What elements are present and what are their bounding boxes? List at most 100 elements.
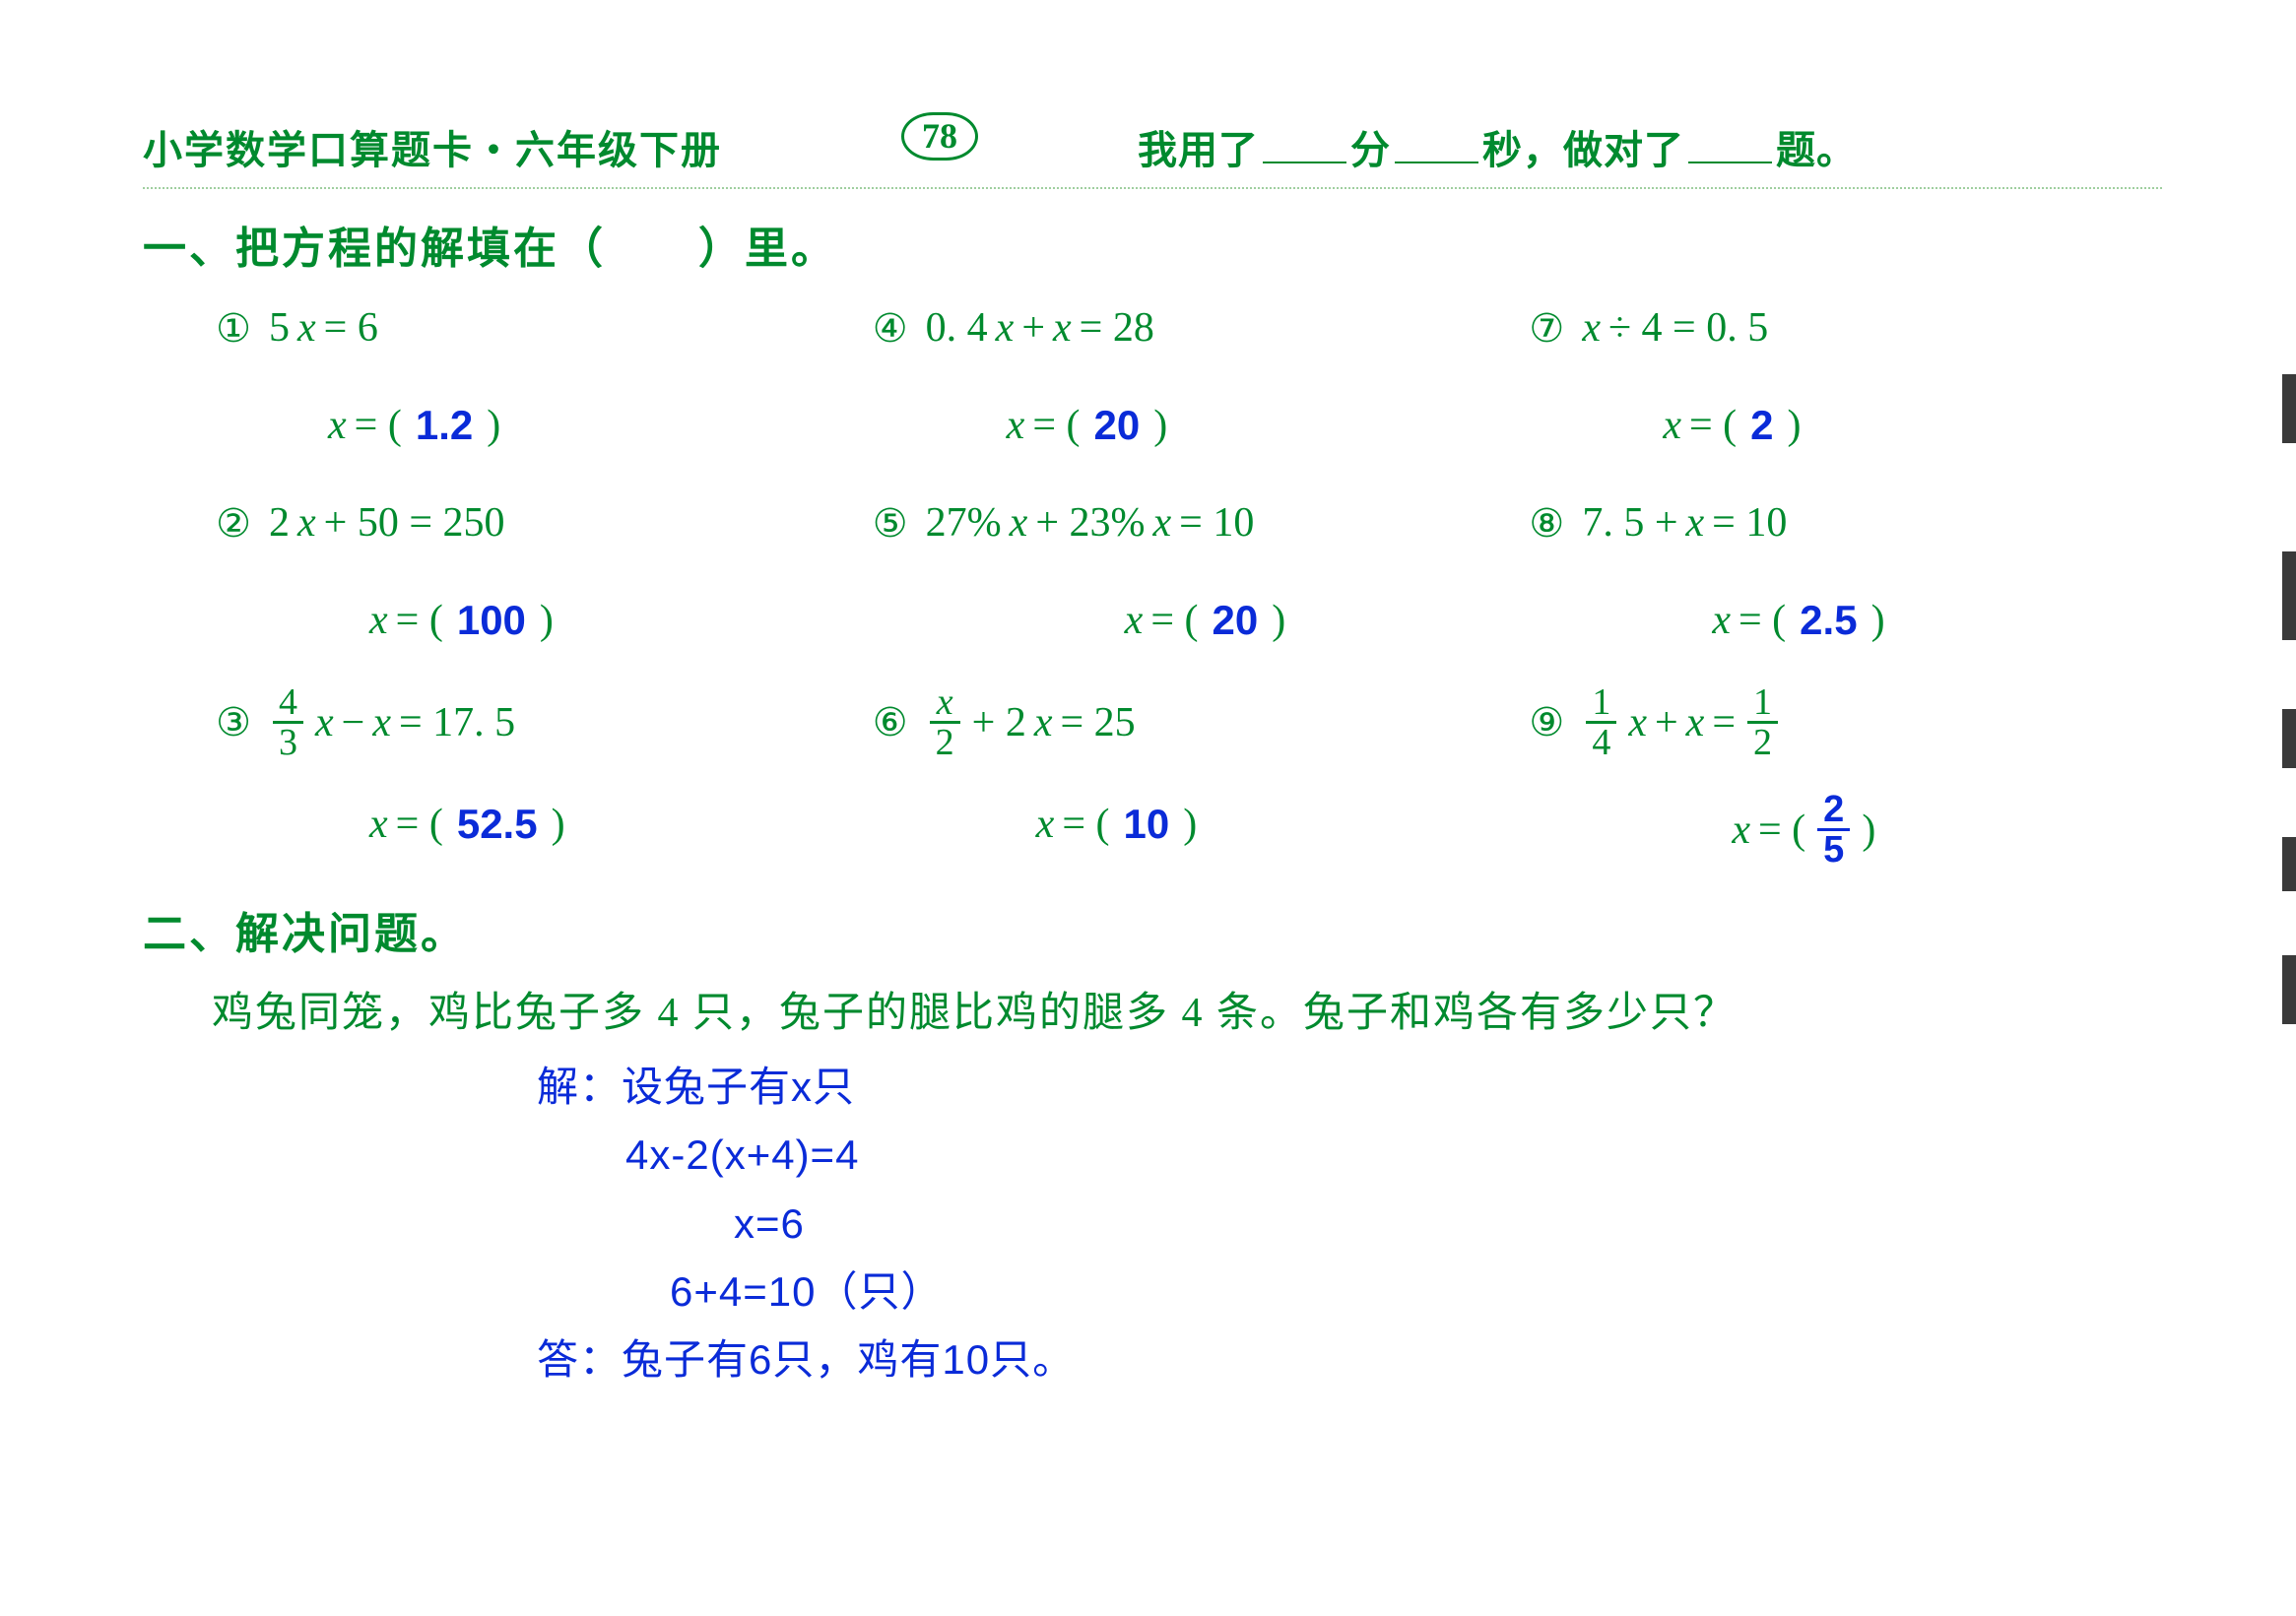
var-x2: x: [1053, 304, 1072, 352]
min-unit: 分: [1350, 128, 1391, 172]
answer-value: 1.2: [410, 402, 479, 449]
problem-number-icon: ④: [869, 306, 912, 350]
ans-suffix: ): [540, 597, 554, 644]
ans-var: x: [1036, 801, 1055, 848]
equation: ③ 4 3 x − x = 17. 5: [212, 683, 849, 761]
timing-prefix: 我用了: [1138, 128, 1259, 172]
equation: ④ 0. 4x + x = 28: [869, 293, 1506, 362]
eq-post: ÷ 4 = 0. 5: [1608, 304, 1768, 352]
problem-2: ② 2x + 50 = 250 x = ( 100 ): [212, 488, 849, 654]
eq-pre: 7. 5 +: [1582, 499, 1677, 547]
ans-eq: = (: [1032, 402, 1080, 449]
ans-var: x: [369, 801, 388, 848]
frac-den: 2: [930, 724, 960, 761]
frac-den: 2: [1747, 724, 1778, 761]
answer-value: 10: [1118, 801, 1176, 848]
eq-mid: −: [342, 699, 365, 746]
eq-post: = 10: [1179, 499, 1254, 547]
var-x2: x: [1686, 699, 1705, 746]
answer-value: 20: [1207, 597, 1265, 644]
answer-line: x = ( 2 ): [1663, 392, 2162, 459]
var-x: x: [315, 699, 334, 746]
answer-value: 2.5: [1794, 597, 1863, 644]
eq-mid: +: [1021, 304, 1045, 352]
problem-7: ⑦ x ÷ 4 = 0. 5 x = ( 2 ): [1525, 293, 2162, 459]
eq-pre: 2: [269, 499, 290, 547]
problem-4: ④ 0. 4x + x = 28 x = ( 20 ): [869, 293, 1506, 459]
problem-number-icon: ①: [212, 306, 255, 350]
problem-9: ⑨ 1 4 x + x = 1 2 x = ( 2 5: [1525, 683, 2162, 869]
correct-blank[interactable]: [1688, 124, 1772, 163]
var-x2: x: [372, 699, 391, 746]
seconds-blank[interactable]: [1395, 124, 1478, 163]
answer-value: 20: [1088, 402, 1147, 449]
answer-line: x = ( 100 ): [369, 587, 849, 654]
fraction-4-3: 4 3: [273, 683, 303, 761]
ans-eq: = (: [396, 597, 443, 644]
eq-post: = 28: [1080, 304, 1154, 352]
equation: ⑤ 27%x + 23%x = 10: [869, 488, 1506, 557]
book-title: 小学数学口算题卡・六年级下册: [143, 118, 722, 175]
answer-line: x = ( 20 ): [1125, 587, 1506, 654]
section-1-title: 一、把方程的解填在（ ）里。: [143, 213, 2162, 276]
ans-suffix: ): [1871, 597, 1885, 644]
ans-suffix: ): [1272, 597, 1285, 644]
answer-value: 100: [451, 597, 532, 644]
ans-suffix: ): [1183, 801, 1197, 848]
ans-var: x: [1663, 402, 1681, 449]
answer-line: x = ( 52.5 ): [369, 791, 849, 858]
problem-number-icon: ⑥: [869, 701, 912, 744]
eq-post: = 25: [1061, 699, 1136, 746]
problem-1: ① 5x = 6 x = ( 1.2 ): [212, 293, 849, 459]
fraction-1-2: 1 2: [1747, 683, 1778, 761]
ans-eq: = (: [1062, 801, 1109, 848]
solution-block: 解：设兔子有x只 4x-2(x+4)=4 x=6 6+4=10（只） 答：兔子有…: [537, 1053, 2162, 1393]
answer-value: 52.5: [451, 801, 544, 848]
answer-line: x = ( 10 ): [1036, 791, 1506, 858]
frac-num: 4: [273, 683, 303, 721]
scan-edge-artifact: [2282, 374, 2296, 443]
sec-unit: 秒，做对了: [1482, 128, 1684, 172]
solution-line-4: 6+4=10（只）: [670, 1258, 2162, 1325]
equation: ② 2x + 50 = 250: [212, 488, 849, 557]
ans-suffix: ): [487, 402, 500, 449]
ans-suffix: ): [552, 801, 565, 848]
var-x: x: [297, 304, 316, 352]
ans-eq: = (: [396, 801, 443, 848]
var-x2: x: [1034, 699, 1053, 746]
eq-post: = 6: [324, 304, 378, 352]
eq-mid: +: [1655, 699, 1678, 746]
eq-post-eq: =: [1712, 699, 1736, 746]
eq-post: + 50 = 250: [324, 499, 505, 547]
var-x: x: [1686, 499, 1705, 547]
var-x2: x: [1153, 499, 1172, 547]
ans-suffix: ): [1153, 402, 1167, 449]
var-x: x: [1582, 304, 1601, 352]
ans-var: x: [1712, 597, 1731, 644]
eq-mid: + 2: [972, 699, 1026, 746]
ans-var: x: [1732, 807, 1750, 854]
eq-mid: + 23%: [1035, 499, 1145, 547]
fraction-1-4: 1 4: [1586, 683, 1616, 761]
solution-line-2: 4x-2(x+4)=4: [625, 1121, 2162, 1189]
minutes-blank[interactable]: [1263, 124, 1346, 163]
var-x: x: [1628, 699, 1647, 746]
problem-5: ⑤ 27%x + 23%x = 10 x = ( 20 ): [869, 488, 1506, 654]
worksheet-page: 小学数学口算题卡・六年级下册 78 我用了分秒，做对了题。 一、把方程的解填在（…: [143, 118, 2162, 1393]
ans-eq: = (: [1150, 597, 1198, 644]
ans-var: x: [328, 402, 347, 449]
answer-line: x = ( 2.5 ): [1712, 587, 2162, 654]
scan-edge-artifact: [2282, 955, 2296, 1024]
frac-den: 4: [1586, 724, 1616, 761]
problem-3: ③ 4 3 x − x = 17. 5 x = ( 52.5 ): [212, 683, 849, 869]
answer-fraction: 2 5: [1817, 791, 1850, 869]
ans-eq: = (: [1758, 807, 1805, 854]
section-2-title: 二、解决问题。: [143, 898, 2162, 961]
ans-var: x: [369, 597, 388, 644]
answer-line: x = ( 20 ): [1007, 392, 1506, 459]
eq-post: = 17. 5: [399, 699, 515, 746]
ans-var: x: [1125, 597, 1144, 644]
page-header: 小学数学口算题卡・六年级下册 78 我用了分秒，做对了题。: [143, 118, 2162, 173]
timing-blanks: 我用了分秒，做对了题。: [1138, 118, 1857, 175]
problem-number-icon: ⑤: [869, 501, 912, 545]
